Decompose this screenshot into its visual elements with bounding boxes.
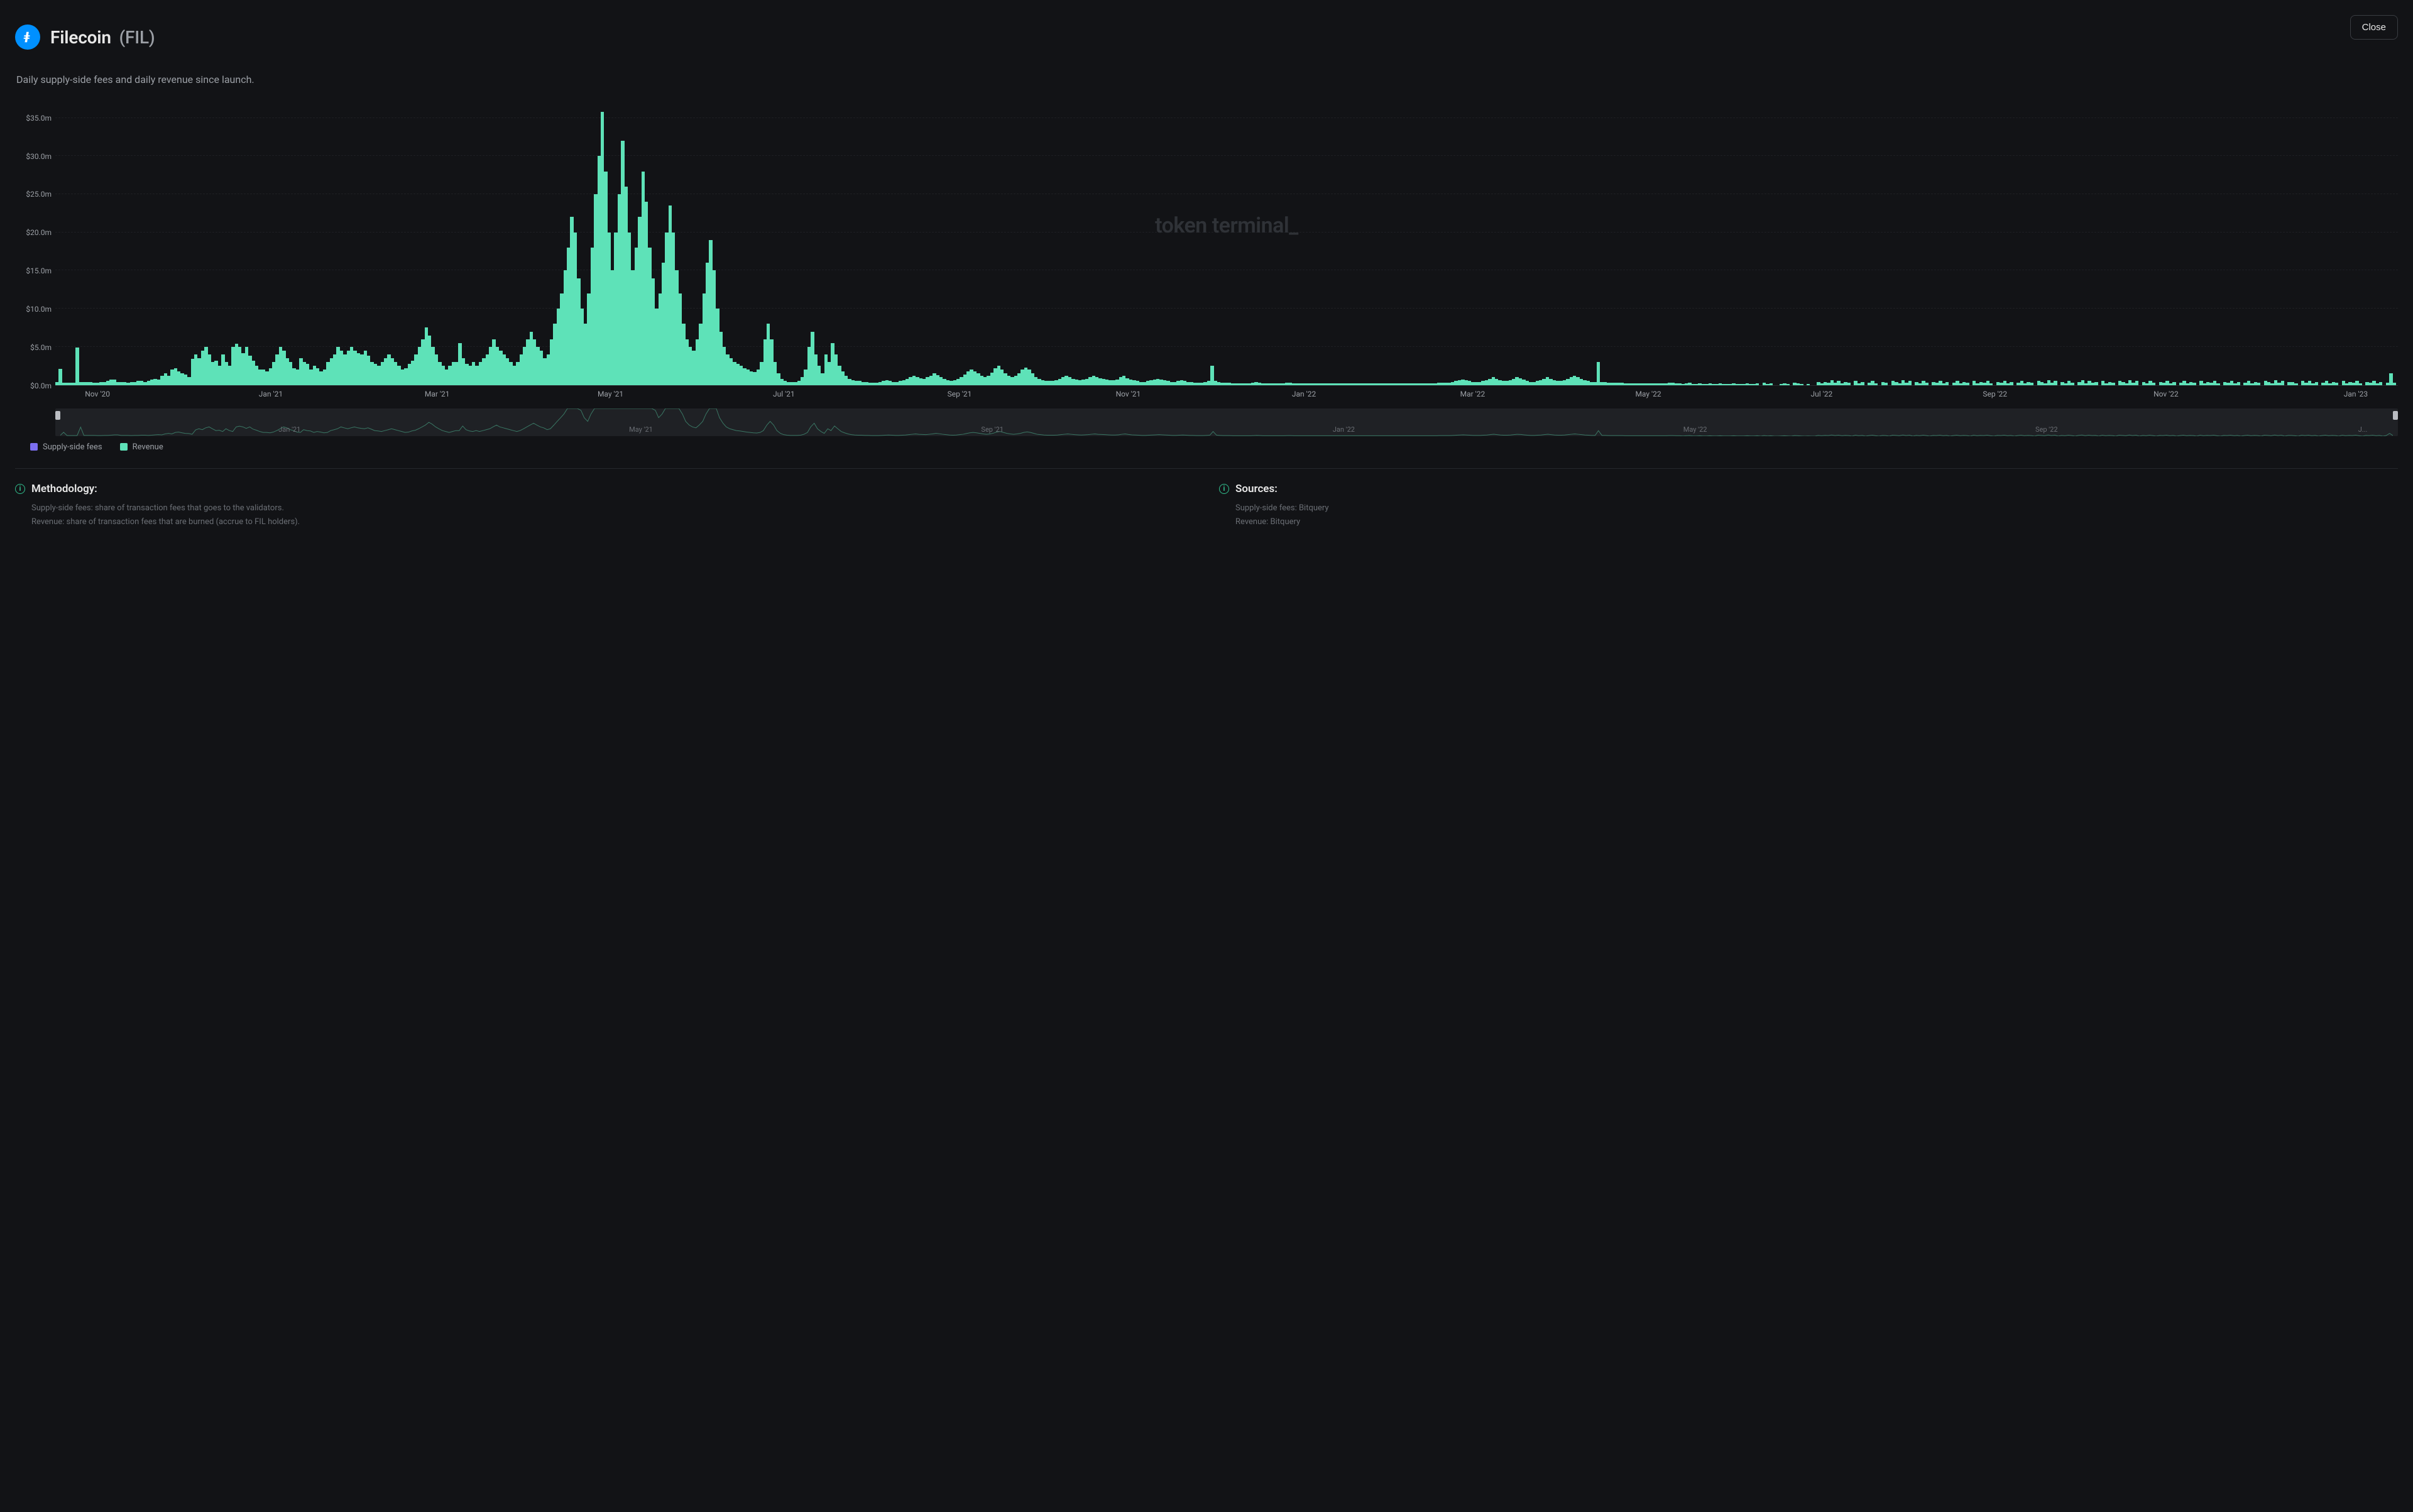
y-tick-label: $35.0m [26, 114, 52, 123]
close-button[interactable]: Close [2350, 15, 2398, 40]
x-tick-label: Mar '22 [1460, 390, 1486, 398]
brush-x-label: Sep '21 [981, 425, 1004, 434]
brush-x-label: May '22 [1683, 425, 1707, 434]
brush-handle-left[interactable] [55, 411, 60, 420]
x-tick-label: Jan '22 [1292, 390, 1316, 398]
methodology-heading: Methodology: [31, 483, 97, 495]
y-axis: $0.0m$5.0m$10.0m$15.0m$20.0m$25.0m$30.0m… [15, 111, 55, 386]
chart-bars [55, 111, 2398, 385]
methodology-line: Supply-side fees: share of transaction f… [31, 501, 1194, 515]
brush-x-label: Sep '22 [2035, 425, 2058, 434]
x-axis: Nov '20 Jan '21 Mar '21 May '21 Jul '21 Sep '… [55, 386, 2398, 400]
legend-item-revenue[interactable]: Revenue [120, 442, 163, 452]
brush-x-label: Jan '22 [1333, 425, 1355, 434]
x-tick-label: Sep '22 [1983, 390, 2007, 398]
x-tick-label: Jul '21 [773, 390, 795, 398]
chart-legend: Supply-side fees Revenue [30, 442, 2398, 452]
x-tick-label: May '22 [1635, 390, 1661, 398]
y-tick-label: $30.0m [26, 152, 52, 161]
brush-x-label: May '21 [629, 425, 653, 434]
asset-ticker: (FIL) [119, 27, 155, 48]
brush-x-label: Jan '21 [278, 425, 300, 434]
y-tick-label: $0.0m [30, 381, 52, 390]
x-tick-label: Nov '21 [1116, 390, 1141, 398]
x-tick-label: Nov '22 [2153, 390, 2179, 398]
footer: i Methodology: Supply-side fees: share o… [15, 468, 2398, 529]
sources-line: Supply-side fees: Bitquery [1235, 501, 2398, 515]
x-tick-label: Nov '20 [85, 390, 110, 398]
x-tick-label: Sep '21 [948, 390, 972, 398]
brush-handle-right[interactable] [2393, 411, 2398, 420]
info-icon: i [15, 484, 25, 494]
footer-sources: i Sources: Supply-side fees: Bitquery Re… [1219, 483, 2398, 529]
y-tick-label: $15.0m [26, 266, 52, 275]
info-icon: i [1219, 484, 1229, 494]
time-brush[interactable]: Jan '21 May '21 Sep '21 Jan '22 May '22 Sep '… [55, 408, 2398, 436]
asset-name: Filecoin [50, 27, 111, 48]
x-tick-label: Jan '21 [259, 390, 283, 398]
x-tick-label: Jul '22 [1811, 390, 1833, 398]
y-tick-label: $20.0m [26, 228, 52, 237]
page-subtitle: Daily supply-side fees and daily revenue… [16, 74, 2398, 85]
y-tick-label: $5.0m [30, 343, 52, 352]
brush-x-label: J... [2358, 425, 2368, 434]
legend-item-supply-side-fees[interactable]: Supply-side fees [30, 442, 102, 452]
legend-swatch-purple [30, 443, 38, 451]
legend-label: Supply-side fees [43, 442, 102, 452]
revenue-chart: $0.0m $5.0m $10.0m $15.0m $20.0m $25.0m $30.0m… [15, 111, 2398, 452]
page-title: Filecoin (FIL) [50, 27, 155, 48]
x-tick-label: May '21 [598, 390, 623, 398]
x-tick-label: Mar '21 [425, 390, 450, 398]
x-tick-label: Jan '23 [2344, 390, 2368, 398]
chart-plot[interactable]: token terminal_ [55, 111, 2398, 386]
footer-methodology: i Methodology: Supply-side fees: share o… [15, 483, 1194, 529]
methodology-line: Revenue: share of transaction fees that … [31, 515, 1194, 529]
legend-swatch-teal [120, 443, 128, 451]
sources-heading: Sources: [1235, 483, 1278, 495]
filecoin-logo-icon [15, 25, 40, 50]
y-tick-label: $10.0m [26, 305, 52, 314]
legend-label: Revenue [133, 442, 163, 452]
y-tick-label: $25.0m [26, 190, 52, 199]
sources-line: Revenue: Bitquery [1235, 515, 2398, 529]
